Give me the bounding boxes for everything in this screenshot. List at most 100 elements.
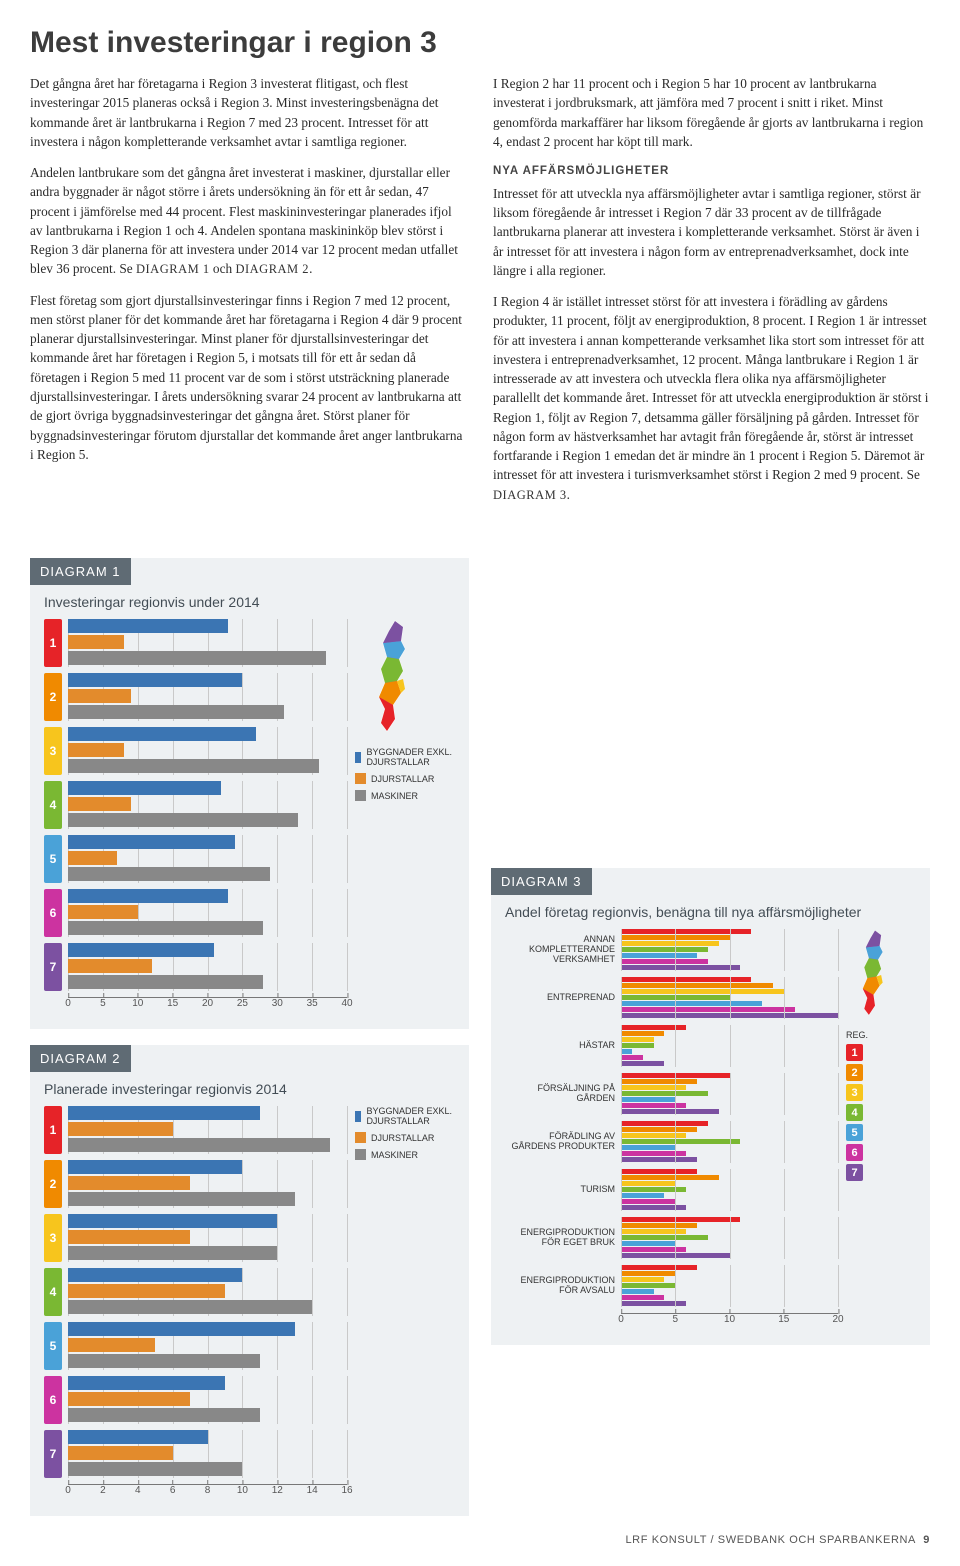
bar (621, 1127, 697, 1132)
chart-region-row: 7 (44, 1430, 347, 1478)
chart-category-row: ENTREPRENAD (505, 977, 838, 1019)
chart-category-row: FÖRÄDLING AV GÅRDENS PRODUKTER (505, 1121, 838, 1163)
bar (621, 983, 773, 988)
bar (68, 727, 347, 741)
bar (621, 1247, 686, 1252)
region-badge: 7 (846, 1164, 863, 1181)
chart-region-row: 7 (44, 943, 347, 991)
region-badge: 4 (44, 1268, 62, 1316)
right-column: I Region 2 har 11 procent och i Region 5… (493, 74, 930, 516)
bar (68, 797, 347, 811)
bar (621, 1283, 675, 1288)
bar (68, 867, 347, 881)
region-badge: 6 (44, 1376, 62, 1424)
bar (621, 1217, 740, 1222)
x-axis: 05101520 (621, 1313, 838, 1331)
chart-region-row: 4 (44, 1268, 347, 1316)
category-bars (621, 977, 838, 1019)
bar (621, 1055, 643, 1060)
chart-region-row: 6 (44, 1376, 347, 1424)
region-badge: 3 (846, 1084, 863, 1101)
legend-item: BYGGNADER EXKL. DJURSTALLAR (355, 1106, 455, 1126)
chart-legend: BYGGNADER EXKL. DJURSTALLARDJURSTALLARMA… (355, 619, 455, 1015)
bar (621, 1223, 697, 1228)
bar (621, 1061, 664, 1066)
bar (621, 1079, 697, 1084)
chart-category-row: ENERGIPRODUKTION FÖR EGET BRUK (505, 1217, 838, 1259)
chart-region-row: 3 (44, 727, 347, 775)
bar (68, 635, 347, 649)
diagram-header: DIAGRAM 2 (30, 1045, 131, 1072)
chart-legend: REG.1234567 (846, 929, 916, 1331)
category-label: ENTREPRENAD (505, 993, 615, 1003)
bar (68, 1122, 347, 1136)
chart-region-row: 1 (44, 619, 347, 667)
chart-legend: BYGGNADER EXKL. DJURSTALLARDJURSTALLARMA… (355, 1106, 455, 1502)
bar (68, 743, 347, 757)
category-label: ENERGIPRODUKTION FÖR AVSALU (505, 1276, 615, 1296)
chart-category-row: TURISM (505, 1169, 838, 1211)
legend-item: MASKINER (355, 790, 455, 801)
bar (621, 1187, 686, 1192)
bar (621, 1181, 675, 1186)
bar (68, 1408, 347, 1422)
region-bars (68, 1160, 347, 1208)
category-label: TURISM (505, 1185, 615, 1195)
bar (68, 1446, 347, 1460)
region-badge: 3 (44, 1214, 62, 1262)
category-label: ANNAN KOMPLETTERANDE VERKSAMHET (505, 935, 615, 965)
region-bars (68, 889, 347, 937)
category-label: FÖRSÄLJNING PÅ GÅRDEN (505, 1084, 615, 1104)
bar (621, 1277, 664, 1282)
bar (621, 1253, 730, 1258)
bar (621, 1175, 719, 1180)
bar (621, 1157, 697, 1162)
paragraph: Det gångna året har företagarna i Region… (30, 74, 467, 151)
region-badge: 7 (44, 1430, 62, 1478)
bar (68, 1176, 347, 1190)
region-bars (68, 673, 347, 721)
category-bars (621, 1073, 838, 1115)
category-bars (621, 1169, 838, 1211)
bar (621, 1205, 686, 1210)
bar (68, 851, 347, 865)
bar (68, 1214, 347, 1228)
bar (68, 921, 347, 935)
bar (621, 1301, 686, 1306)
diagram-title: Andel företag regionvis, benägna till ny… (491, 895, 930, 925)
bar (68, 689, 347, 703)
region-bars (68, 619, 347, 667)
bar (68, 1160, 347, 1174)
bar (621, 959, 708, 964)
x-axis: 0510152025303540 (68, 997, 347, 1015)
region-badge: 2 (846, 1064, 863, 1081)
bar (68, 1462, 347, 1476)
region-badge: 7 (44, 943, 62, 991)
bar (68, 705, 347, 719)
bar (68, 905, 347, 919)
bar (68, 673, 347, 687)
region-badge: 2 (44, 1160, 62, 1208)
bar (621, 977, 751, 982)
region-badge: 2 (44, 673, 62, 721)
bar (621, 1229, 686, 1234)
region-badge: 1 (44, 1106, 62, 1154)
bar (68, 781, 347, 795)
region-badge: 5 (44, 1322, 62, 1370)
region-bars (68, 1376, 347, 1424)
diagram-header: DIAGRAM 3 (491, 868, 592, 895)
chart-region-row: 5 (44, 835, 347, 883)
category-label: ENERGIPRODUKTION FÖR EGET BRUK (505, 1228, 615, 1248)
text-columns: Det gångna året har företagarna i Region… (30, 74, 930, 516)
chart-category-row: ANNAN KOMPLETTERANDE VERKSAMHET (505, 929, 838, 971)
bar (621, 1103, 686, 1108)
bar (68, 1392, 347, 1406)
bar (621, 1271, 675, 1276)
sweden-map-icon (355, 619, 435, 739)
category-label: FÖRÄDLING AV GÅRDENS PRODUKTER (505, 1132, 615, 1152)
bar (68, 1300, 347, 1314)
bar (68, 1430, 347, 1444)
diagram-title: Planerade investeringar regionvis 2014 (30, 1072, 469, 1102)
chart-region-row: 3 (44, 1214, 347, 1262)
chart-region-row: 4 (44, 781, 347, 829)
